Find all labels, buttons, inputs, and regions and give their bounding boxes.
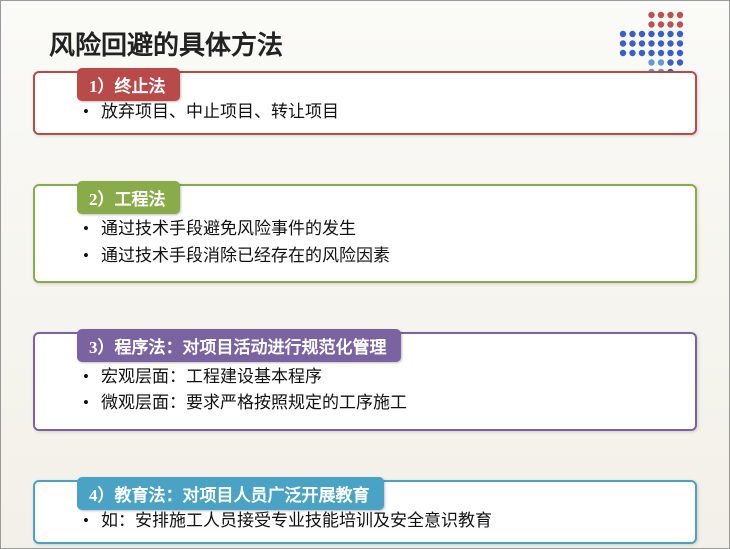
bullet-item: •通过技术手段避免风险事件的发生 [83, 216, 667, 242]
bullet-text: 如：安排施工人员接受专业技能培训及安全意识教育 [101, 508, 492, 534]
card-header: 2）工程法 [77, 181, 180, 214]
bullet-marker: • [83, 99, 101, 125]
bullet-text: 放弃项目、中止项目、转让项目 [101, 99, 339, 125]
bullet-marker: • [83, 508, 101, 534]
card-header: 3）程序法：对项目活动进行规范化管理 [77, 329, 401, 362]
cards-container: •放弃项目、中止项目、转让项目1）终止法•通过技术手段避免风险事件的发生•通过技… [33, 71, 697, 544]
card-header: 1）终止法 [77, 68, 180, 101]
bullet-text: 微观层面：要求严格按照规定的工序施工 [101, 390, 407, 416]
bullet-item: •如：安排施工人员接受专业技能培训及安全意识教育 [83, 508, 667, 534]
bullet-item: •宏观层面：工程建设基本程序 [83, 364, 667, 390]
card-4: •如：安排施工人员接受专业技能培训及安全意识教育4）教育法：对项目人员广泛开展教… [33, 480, 697, 544]
bullet-marker: • [83, 364, 101, 390]
bullet-item: •微观层面：要求严格按照规定的工序施工 [83, 390, 667, 416]
bullet-text: 通过技术手段避免风险事件的发生 [101, 216, 356, 242]
card-2: •通过技术手段避免风险事件的发生•通过技术手段消除已经存在的风险因素 2）工程法 [33, 184, 697, 283]
page-title: 风险回避的具体方法 [49, 25, 283, 62]
card-1: •放弃项目、中止项目、转让项目1）终止法 [33, 71, 697, 135]
bullet-item: •通过技术手段消除已经存在的风险因素 [83, 243, 667, 269]
bullet-text: 宏观层面：工程建设基本程序 [101, 364, 322, 390]
bullet-marker: • [83, 243, 101, 269]
bullet-item: •放弃项目、中止项目、转让项目 [83, 99, 667, 125]
card-3: •宏观层面：工程建设基本程序•微观层面：要求严格按照规定的工序施工 3）程序法：对… [33, 332, 697, 431]
bullet-text: 通过技术手段消除已经存在的风险因素 [101, 243, 390, 269]
bullet-marker: • [83, 216, 101, 242]
card-header: 4）教育法：对项目人员广泛开展教育 [77, 477, 384, 510]
bullet-marker: • [83, 390, 101, 416]
